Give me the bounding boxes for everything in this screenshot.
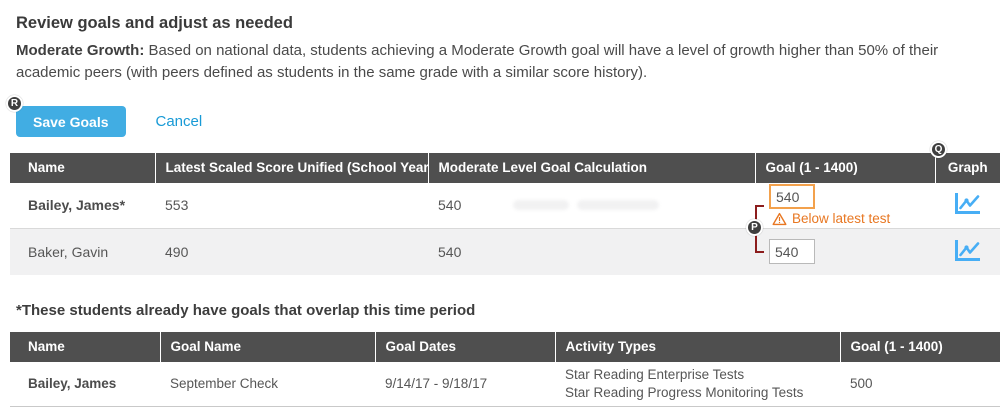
col-header-goal: Goal (1 - 1400) [839,331,1000,362]
activity-type: Star Reading Enterprise Tests [565,366,745,382]
warning-triangle-icon [772,212,787,226]
goal-review-page: Review goals and adjust as needed Modera… [6,14,1000,407]
goals-table-header-row: Name Latest Scaled Score Unified (School… [10,152,1000,183]
overlap-table-header-row: Name Goal Name Goal Dates Activity Types… [10,331,1000,362]
col-header-name: Name [10,152,155,183]
goal-input[interactable] [769,239,815,265]
annotation-badge-p: P [746,218,763,236]
graph-cell [935,182,1000,229]
col-header-goal-dates: Goal Dates [374,331,555,362]
blurred-artifact [513,199,569,210]
graph-icon[interactable] [954,239,981,262]
description-text: Based on national data, students achievi… [16,42,939,81]
warning-text: Below latest test [792,211,891,227]
graph-icon[interactable] [954,192,981,215]
col-header-goal: Goal (1 - 1400) [754,152,935,183]
activity-types: Star Reading Enterprise Tests Star Readi… [555,361,840,407]
goals-table-wrap: Name Latest Scaled Score Unified (School… [10,140,1000,275]
cancel-link[interactable]: Cancel [155,112,203,130]
latest-score: 490 [155,228,428,275]
table-row: Bailey, James* 553 540 Below latest test [10,182,1000,229]
overlap-footnote: *These students already have goals that … [16,301,476,319]
goal-name: September Check [160,361,375,407]
goal-cell [755,228,935,275]
annotation-badge-r: R [6,94,23,112]
goals-table: Name Latest Scaled Score Unified (School… [10,152,1000,275]
goal-calculation: 540 [428,228,755,275]
description-term: Moderate Growth: [16,42,145,59]
student-name: Baker, Gavin [10,228,155,275]
table-row: Bailey, James September Check 9/14/17 - … [10,361,1000,407]
latest-score: 553 [155,182,428,229]
student-name: Bailey, James* [10,182,155,229]
goal-cell: Below latest test [755,182,935,229]
goal-input[interactable] [769,184,815,210]
description: Moderate Growth: Based on national data,… [16,40,998,84]
col-header-graph: Graph [934,152,1000,183]
blurred-artifact [577,199,659,210]
graph-cell [935,228,1000,275]
page-title: Review goals and adjust as needed [16,14,293,32]
table-row: Baker, Gavin 490 540 [10,228,1000,275]
annotation-badge-q: Q [930,140,947,158]
goal-dates: 9/14/17 - 9/18/17 [375,361,555,407]
student-name: Bailey, James [10,361,160,407]
col-header-name: Name [10,331,160,362]
save-button-wrap: R Save Goals [6,94,126,137]
below-latest-warning: Below latest test [772,211,890,226]
col-header-goal-name: Goal Name [159,331,375,362]
col-header-calculation: Moderate Level Goal Calculation [427,152,755,183]
overlap-table-wrap: Name Goal Name Goal Dates Activity Types… [10,331,1000,407]
col-header-activity-types: Activity Types [554,331,840,362]
actions-row: R Save Goals Cancel [6,94,998,137]
goal-connector-line [755,204,764,207]
goal-connector-line [755,250,764,253]
col-header-latest-score: Latest Scaled Score Unified (School Year… [154,152,428,183]
overlap-table: Name Goal Name Goal Dates Activity Types… [10,331,1000,407]
save-goals-button[interactable]: Save Goals [16,105,126,137]
goal-value: 500 [840,361,1000,407]
activity-type: Star Reading Progress Monitoring Tests [565,384,804,400]
